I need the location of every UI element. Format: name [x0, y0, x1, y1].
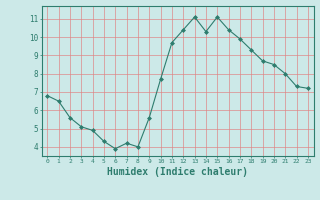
- X-axis label: Humidex (Indice chaleur): Humidex (Indice chaleur): [107, 167, 248, 177]
